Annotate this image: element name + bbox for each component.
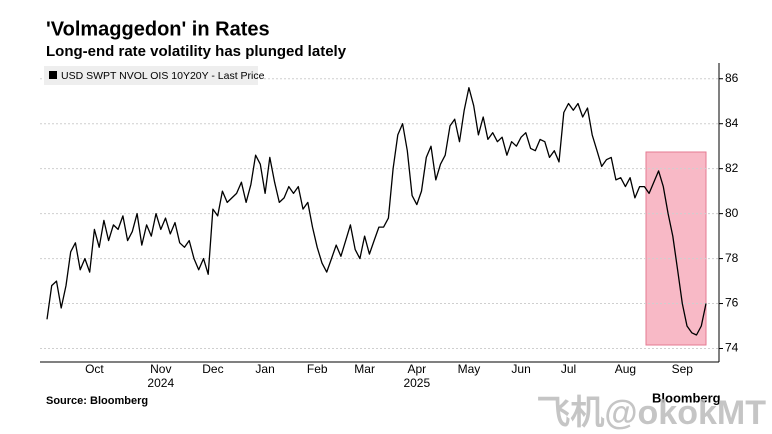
y-tick-label: 84 xyxy=(725,116,739,130)
x-tick-label: Feb xyxy=(307,362,328,376)
brand: Bloomberg xyxy=(652,390,721,405)
x-tick-label: May xyxy=(458,362,481,376)
x-tick-label: Apr xyxy=(407,362,426,376)
chart-subtitle: Long-end rate volatility has plunged lat… xyxy=(46,43,347,60)
y-tick-label: 82 xyxy=(725,161,739,175)
y-tick-label: 86 xyxy=(725,71,739,85)
x-tick-label: Dec xyxy=(202,362,223,376)
plot-area xyxy=(40,78,719,350)
legend-label: USD SWPT NVOL OIS 10Y20Y - Last Price xyxy=(61,70,265,82)
x-tick-label: Nov xyxy=(150,362,171,376)
x-tick-label: Oct xyxy=(85,362,104,376)
x-tick-label: Mar xyxy=(354,362,375,376)
x-tick-label: Jul xyxy=(561,362,576,376)
x-tick-label: Aug xyxy=(615,362,636,376)
watermark: 飞机@okokMT xyxy=(536,394,766,432)
y-tick-label: 80 xyxy=(725,206,739,220)
source: Source: Bloomberg xyxy=(46,395,148,407)
x-tick-label: Jun xyxy=(511,362,530,376)
y-tick-label: 74 xyxy=(725,341,739,355)
line-series xyxy=(46,87,707,336)
y-tick-label: 78 xyxy=(725,251,739,265)
x-tick-label: Sep xyxy=(672,362,694,376)
y-tick-label: 76 xyxy=(725,296,739,310)
x-tick-label: Jan xyxy=(255,362,274,376)
year-label: 2025 xyxy=(403,376,430,390)
legend-swatch xyxy=(49,71,57,79)
chart-title: 'Volmaggedon' in Rates xyxy=(46,18,270,40)
legend xyxy=(44,66,258,85)
highlight-region xyxy=(645,151,707,346)
year-label: 2024 xyxy=(147,376,174,390)
